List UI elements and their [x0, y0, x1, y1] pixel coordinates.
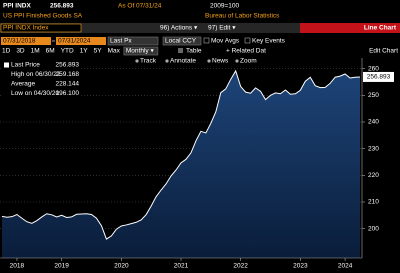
related-button[interactable]: + Related Dat [226, 48, 266, 55]
y-tick-label: 210 [368, 199, 379, 206]
tool-icon[interactable] [135, 59, 139, 63]
as-of: As Of 07/31/24 [118, 3, 162, 10]
frequency-box[interactable] [123, 46, 159, 56]
start-date[interactable]: 07/31/2018 [3, 38, 36, 45]
currency-box[interactable] [162, 36, 202, 46]
period-button[interactable]: 6M [46, 48, 55, 55]
y-tick-label: 240 [368, 119, 379, 126]
period-button[interactable]: YTD [61, 48, 74, 55]
description: US PPI Finished Goods SA [3, 13, 83, 20]
period-button[interactable]: 3D [16, 48, 25, 55]
legend-label: Last Price [11, 62, 40, 69]
period-button[interactable]: Max [108, 48, 121, 55]
ticker: PPI INDX [3, 3, 31, 10]
period-button[interactable]: 5Y [94, 48, 103, 55]
y-tick-label: 200 [368, 225, 379, 232]
x-tick-label: 2021 [174, 263, 189, 270]
source: Bureau of Labor Statistics [205, 13, 280, 20]
legend-value: 196.100 [56, 90, 80, 97]
y-tick-label: 230 [368, 145, 379, 152]
base: 2009=100 [210, 3, 239, 10]
view-label[interactable]: Line Chart [364, 25, 397, 32]
last-value-tag [363, 71, 394, 82]
tool-button[interactable]: News [212, 58, 229, 65]
tool-button[interactable]: Annotate [170, 58, 196, 65]
x-tick-label: 2024 [338, 263, 353, 270]
period-button[interactable]: 1D [2, 48, 11, 55]
period-button[interactable]: 1M [31, 48, 40, 55]
last-price: 256.893 [50, 3, 74, 10]
x-tick-label: 2020 [114, 263, 129, 270]
area [2, 70, 360, 258]
x-tick-label: 2018 [10, 263, 25, 270]
tool-icon[interactable] [235, 59, 239, 63]
x-tick-label: 2019 [54, 263, 69, 270]
price-field[interactable]: Last Px [110, 38, 132, 45]
tool-button[interactable]: Track [140, 58, 157, 65]
mov-avgs[interactable]: Mov Avgs [211, 38, 240, 45]
end-date-field[interactable] [56, 37, 106, 45]
x-tick-label: 2022 [233, 263, 248, 270]
legend-value: 228.144 [56, 81, 80, 88]
legend [1, 60, 81, 100]
y-tick-label: 260 [368, 65, 379, 72]
key-events-check[interactable] [244, 37, 251, 44]
tool-icon[interactable] [207, 59, 211, 63]
security-field[interactable] [0, 23, 82, 33]
legend-label: Average [11, 81, 35, 88]
start-date-field[interactable] [1, 37, 51, 45]
line [1, 69, 361, 240]
period-button[interactable]: 1Y [80, 48, 89, 55]
view-bar [300, 23, 400, 33]
y-tick-label: 220 [368, 172, 379, 179]
mov-avgs-check[interactable] [203, 37, 210, 44]
tool-button[interactable]: Zoom [240, 58, 257, 65]
tool-icon[interactable] [165, 59, 169, 63]
toolbar-bar [0, 23, 400, 33]
key-events[interactable]: Key Events [252, 38, 286, 45]
legend-value: 256.893 [56, 62, 80, 69]
legend-label: Low on 04/30/20 [11, 90, 59, 97]
legend-swatch [4, 62, 9, 68]
end-date[interactable]: 07/31/2024 [58, 38, 91, 45]
actions-button[interactable]: 96) Actions ▾ [160, 25, 198, 32]
x-tick-label: 2023 [293, 263, 308, 270]
table-button[interactable]: Table [186, 48, 202, 55]
last-value-label: 256.893 [367, 74, 391, 81]
price-field-box[interactable] [107, 36, 159, 46]
y-tick-label: 250 [368, 92, 379, 99]
frequency[interactable]: Monthly ▾ [126, 48, 155, 55]
table-icon[interactable] [178, 48, 183, 53]
legend-value: 259.168 [56, 71, 80, 78]
currency[interactable]: Local CCY [165, 38, 197, 45]
security[interactable]: PPI INDX Index [3, 25, 49, 32]
edit-button[interactable]: 97) Edit ▾ [208, 25, 236, 32]
legend-label: High on 06/30/22 [11, 71, 61, 78]
edit-chart-button[interactable]: Edit Chart [369, 48, 398, 55]
